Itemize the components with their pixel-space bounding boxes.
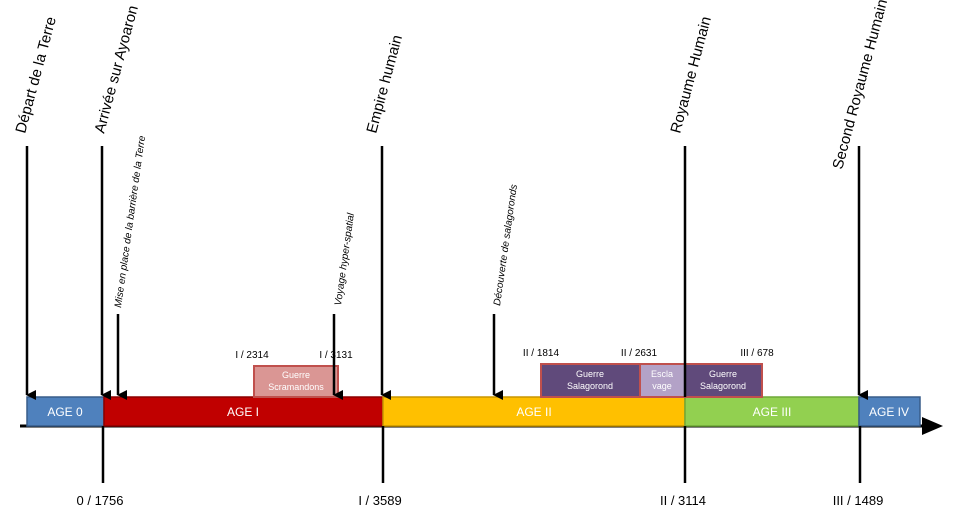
war-box-esclavage-line2: vage	[652, 381, 672, 391]
war-date-salagorond-1-start: II / 1814	[523, 348, 560, 359]
boundary-dates: 0 / 1756 I / 3589 II / 3114 III / 1489	[77, 493, 884, 508]
war-box-esclavage-line1: Escla	[651, 369, 673, 379]
war-box-salagorond-1-line1: Guerre	[576, 369, 604, 379]
label-depart: Départ de la Terre	[12, 15, 59, 135]
label-royaume: Royaume Humain	[667, 15, 714, 135]
age-label-1: AGE I	[227, 405, 259, 419]
age-label-3: AGE III	[753, 405, 792, 419]
age-bar-3	[684, 396, 860, 427]
war-box-salagorond-2-line1: Guerre	[709, 369, 737, 379]
war-box-salagorond-2-line2: Salagorond	[700, 381, 746, 391]
label-voyage: Voyage hyper-spatial	[333, 212, 357, 307]
war-box-scramandons	[253, 365, 339, 398]
label-arrivee: Arrivée sur Ayoaron	[91, 4, 141, 135]
age-label-4: AGE IV	[869, 405, 909, 419]
minor-event-labels: Mise en place de la barrière de la Terre…	[113, 135, 520, 309]
label-decouverte: Découverte de salagoronds	[492, 184, 520, 307]
war-box-salagorond-2	[684, 363, 763, 398]
age-bar-4	[858, 396, 921, 427]
war-box-salagorond-1-line2: Salagorond	[567, 381, 613, 391]
war-date-scramandons-start: I / 2314	[235, 350, 269, 361]
war-dates: I / 2314 I / 3131 II / 1814 II / 2631 II…	[235, 348, 774, 361]
boundary-date-1: I / 3589	[358, 493, 401, 508]
label-second-royaume: Second Royaume Humain	[829, 0, 891, 171]
label-empire: Empire humain	[363, 33, 406, 135]
minor-event-arrows	[116, 314, 503, 400]
age-label-2: AGE II	[516, 405, 551, 419]
age-bar-2	[382, 396, 686, 427]
war-date-esclavage-start: II / 2631	[621, 348, 658, 359]
age-label-0: AGE 0	[47, 405, 83, 419]
war-boxes: Guerre Scramandons Guerre Salagorond Esc…	[253, 363, 763, 398]
war-box-scramandons-line1: Guerre	[282, 370, 310, 380]
label-barriere: Mise en place de la barrière de la Terre	[113, 135, 148, 309]
boundary-ticks	[101, 426, 862, 483]
war-date-scramandons-end: I / 3131	[319, 350, 353, 361]
war-box-salagorond-1	[540, 363, 641, 398]
major-event-arrows	[25, 146, 868, 400]
war-date-salagorond-2-start: III / 678	[740, 348, 774, 359]
war-box-scramandons-line2: Scramandons	[268, 382, 324, 392]
boundary-date-0: 0 / 1756	[77, 493, 124, 508]
boundary-date-2: II / 3114	[660, 493, 706, 508]
boundary-date-3: III / 1489	[833, 493, 884, 508]
age-bars: AGE 0 AGE I AGE II AGE III AGE IV	[26, 396, 921, 427]
